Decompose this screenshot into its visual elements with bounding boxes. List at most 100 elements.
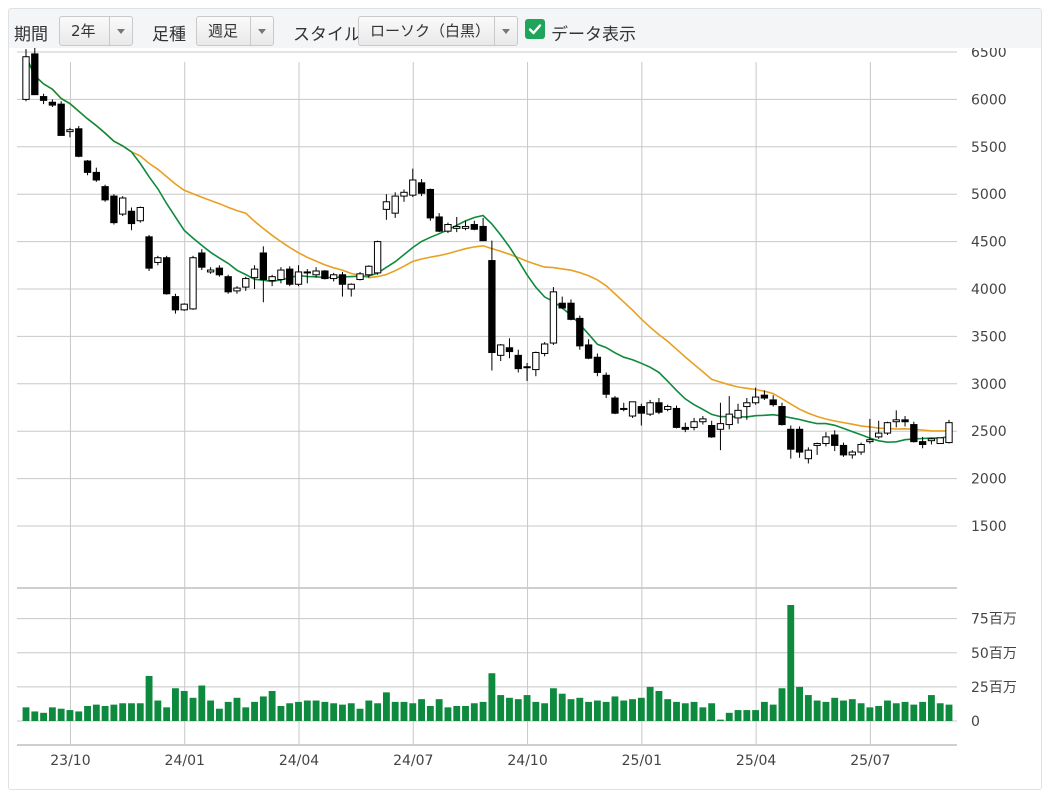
volume-bar: [453, 705, 461, 721]
style-label: スタイル: [293, 25, 361, 45]
candle-body: [303, 271, 311, 274]
volume-bar: [813, 700, 821, 721]
show-data-label: データ表示: [551, 25, 636, 45]
volume-bar: [752, 710, 760, 721]
candle-body: [215, 267, 224, 276]
volume-bar: [259, 696, 267, 721]
volume-bar: [66, 710, 74, 721]
candle-body: [804, 449, 813, 460]
candle-body: [725, 413, 733, 426]
candle-body: [373, 241, 382, 274]
period-select[interactable]: 2年: [59, 16, 133, 46]
volume-bar: [629, 699, 636, 721]
candle-body: [206, 269, 215, 273]
candle-body: [189, 257, 197, 310]
volume-bar: [48, 707, 56, 721]
candle-body: [901, 419, 909, 423]
candle-body: [690, 421, 698, 428]
volume-bar: [347, 703, 355, 721]
volume-bar: [224, 701, 232, 721]
show-data-checkbox[interactable]: [525, 19, 545, 39]
volume-bar: [75, 711, 83, 721]
volume-bar: [356, 708, 364, 721]
volume-bar: [514, 699, 522, 721]
candle-body: [180, 303, 188, 311]
volume-bar: [479, 701, 487, 721]
candle-body: [769, 399, 777, 406]
volume-bar: [198, 685, 206, 721]
volume-bar: [664, 699, 672, 721]
candle-body: [497, 344, 505, 356]
volume-bar: [787, 605, 795, 721]
volume-bar: [303, 700, 311, 721]
style-select-divider: [494, 17, 517, 45]
candle-body: [268, 276, 276, 281]
candle-body: [145, 236, 153, 269]
time-tick-label: 24/07: [393, 753, 433, 769]
volume-bar: [426, 705, 434, 721]
candle-body: [778, 406, 786, 426]
volume-bar: [620, 700, 628, 721]
volume-bar: [242, 707, 250, 721]
candle-body: [593, 356, 602, 373]
volume-bar: [189, 697, 197, 721]
volume-tick-label: 75百万: [971, 612, 1017, 628]
candle-body: [101, 186, 109, 201]
volume-bar: [488, 673, 496, 721]
candle-body: [312, 270, 320, 276]
volume-bar: [690, 701, 698, 721]
candle-body: [628, 401, 637, 417]
volume-bar: [927, 695, 935, 721]
candle-body: [417, 182, 426, 194]
candle-body: [716, 423, 725, 430]
price-tick-label: 6500: [971, 48, 1007, 61]
volume-bar: [277, 705, 285, 721]
candle-body: [294, 271, 303, 285]
style-select[interactable]: ローソク（白黒）: [358, 16, 518, 46]
candle-body: [743, 402, 751, 408]
candle-body: [83, 160, 92, 173]
volume-bar: [136, 703, 144, 721]
candle-body: [330, 274, 338, 280]
price-tick-label: 4500: [971, 235, 1007, 251]
candle-body: [400, 191, 408, 197]
volume-bar: [101, 705, 109, 721]
volume-bar: [919, 701, 927, 721]
volume-bar: [418, 699, 425, 721]
volume-bar: [717, 719, 724, 721]
candle-body: [707, 425, 716, 438]
volume-bar: [875, 705, 883, 721]
volume-bar: [400, 701, 408, 721]
volume-bar: [145, 675, 153, 721]
candle-body: [584, 344, 593, 359]
candle-body: [365, 265, 373, 276]
candle-body: [787, 428, 795, 450]
checkmark-icon: [528, 24, 542, 35]
volume-bar: [312, 700, 320, 721]
candle-body: [620, 407, 628, 410]
candle-body: [453, 225, 461, 229]
candle-type-select-divider: [250, 17, 273, 45]
price-tick-label: 5500: [971, 140, 1007, 156]
candle-body: [250, 268, 259, 279]
candle-body: [48, 101, 57, 106]
candle-body: [751, 396, 760, 404]
candle-body: [831, 434, 839, 446]
candle-body: [558, 302, 566, 309]
candle-body: [435, 216, 443, 232]
volume-bar: [866, 707, 874, 721]
candle-body: [409, 179, 417, 196]
volume-bar: [339, 704, 346, 721]
candle-body: [198, 252, 206, 268]
volume-bar: [646, 686, 654, 721]
volume-bar: [391, 701, 399, 721]
candle-body: [857, 443, 865, 453]
candle-type-select[interactable]: 週足: [196, 16, 274, 46]
candle-body: [242, 278, 250, 288]
volume-tick-label: 50百万: [971, 646, 1017, 662]
price-tick-label: 5000: [971, 187, 1007, 203]
candle-body: [883, 422, 892, 434]
price-tick-label: 4000: [971, 282, 1007, 298]
volume-bar: [910, 704, 918, 721]
volume-bar: [681, 703, 689, 721]
